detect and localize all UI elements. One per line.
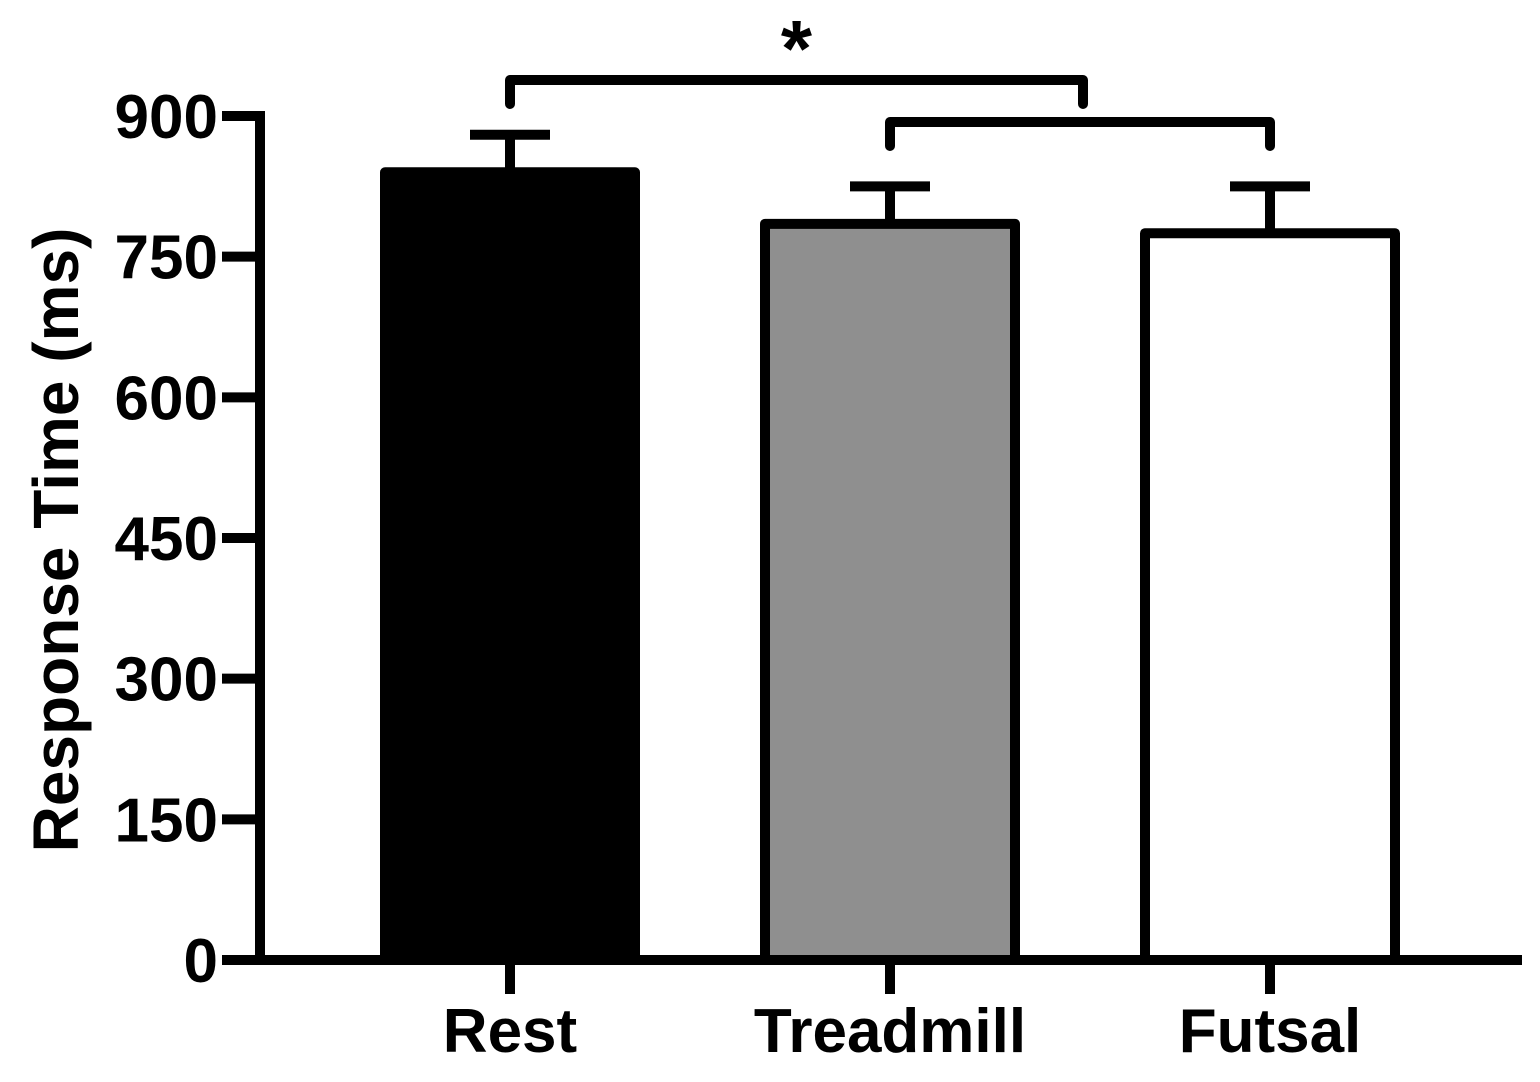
y-tick-label: 0 (184, 927, 218, 996)
x-labels-layer: Rest Treadmill Futsal (443, 960, 1361, 1066)
x-tick-label-futsal: Futsal (1179, 997, 1362, 1066)
bar-treadmill (760, 218, 1020, 966)
y-tick-label: 450 (115, 505, 218, 574)
significance-layer: * (505, 4, 1275, 151)
bar-futsal (1140, 228, 1400, 965)
significance-bracket-rest (505, 75, 1088, 109)
y-axis-label: Response Time (ms) (20, 228, 92, 853)
x-tick-label-rest: Rest (443, 997, 577, 1066)
y-tick-label: 300 (115, 646, 218, 715)
x-tick-label-treadmill: Treadmill (754, 997, 1026, 1066)
y-ticks-layer: 0 150 300 450 600 750 900 (115, 83, 260, 996)
significance-marker: * (781, 4, 813, 93)
error-bars-layer (470, 129, 1310, 234)
y-tick-label: 150 (115, 786, 218, 855)
bar-rest (380, 167, 640, 965)
y-tick-label: 600 (115, 364, 218, 433)
bars-layer (380, 167, 1400, 966)
y-tick-label: 900 (115, 83, 218, 152)
y-tick-label: 750 (115, 224, 218, 293)
significance-bracket-treadmill-futsal (885, 117, 1275, 151)
